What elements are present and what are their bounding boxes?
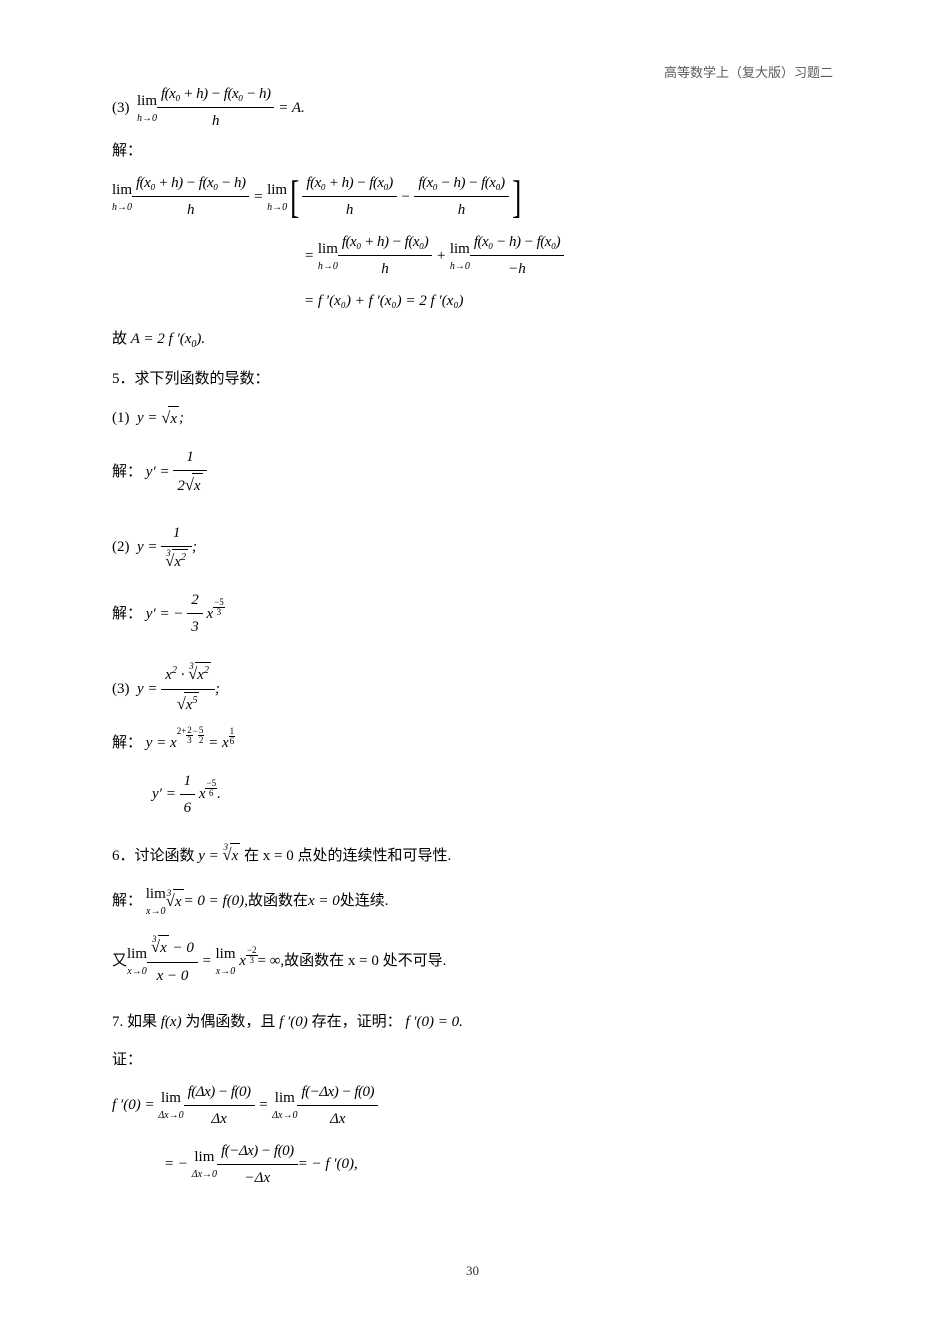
problem-3-statement: (3) lim h→0 f(x₀ + h) − f(x₀ − h) h = A. bbox=[112, 82, 832, 133]
q7-line-1: f ′(0) = limΔx→0 f(Δx) − f(0) Δx = limΔx… bbox=[112, 1080, 832, 1131]
q5-1-solution: 解： y′ = 1 2√x bbox=[112, 445, 832, 498]
q5-1: (1) y = √x ; bbox=[112, 405, 832, 431]
q6-solution-1: 解： limx→0 3√x = 0 = f(0) ,故函数在 x = 0 处连续… bbox=[112, 882, 832, 920]
lim-symbol: lim h→0 bbox=[137, 89, 157, 127]
q5-2: (2) y = 1 3√x2 ; bbox=[112, 521, 832, 574]
equals-A: A. bbox=[292, 100, 305, 116]
q6-solution-2: 又 limx→0 3√x − 0 x − 0 = limx→0 x −23 = … bbox=[112, 934, 832, 987]
expansion-line-1: limh→0 f(x₀ + h) − f(x₀ − h) h = limh→0 … bbox=[112, 171, 832, 222]
solution-label: 解： bbox=[112, 139, 832, 163]
q7-line-2: = − limΔx→0 f(−Δx) − f(0) −Δx = − f ′(0)… bbox=[112, 1139, 832, 1190]
question-5: 5．求下列函数的导数： bbox=[112, 367, 832, 391]
document-content: (3) lim h→0 f(x₀ + h) − f(x₀ − h) h = A.… bbox=[112, 82, 832, 1198]
expansion-line-2: = limh→0 f(x₀ + h) − f(x₀) h + limh→0 f(… bbox=[112, 230, 832, 281]
q5-3-solution-2: y′ = 1 6 x −56 . bbox=[112, 769, 832, 820]
page-header: 高等数学上（复大版）习题二 bbox=[664, 62, 833, 81]
fraction: f(x₀ + h) − f(x₀ − h) h bbox=[157, 82, 274, 133]
q5-3-solution-1: 解： y = x 2+23−52 = x 16 bbox=[112, 731, 832, 755]
q5-3: (3) y = x2 · 3√x2 √x5 ; bbox=[112, 661, 832, 717]
proof-label: 证： bbox=[112, 1048, 832, 1072]
label-3: (3) bbox=[112, 96, 130, 120]
q5-2-solution: 解： y′ = − 2 3 x −53 bbox=[112, 588, 832, 639]
question-7: 7. 如果 f(x) 为偶函数，且 f ′(0) 存在，证明： f ′(0) =… bbox=[112, 1010, 832, 1034]
page-number: 30 bbox=[0, 1263, 945, 1279]
conclusion-3: 故 A = 2 f ′(x0). bbox=[112, 327, 832, 353]
question-6: 6．讨论函数 y = 3√x 在 x = 0 点处的连续性和可导性. bbox=[112, 842, 832, 868]
expansion-line-3: = f ′(x₀) + f ′(x₀) = 2 f ′(x₀) bbox=[112, 289, 832, 313]
